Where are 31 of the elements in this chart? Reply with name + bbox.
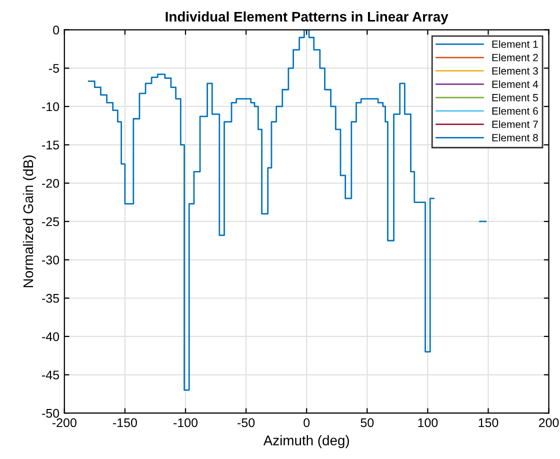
y-tick-label: -30 [42, 256, 60, 264]
y-tick-label: -35 [42, 294, 60, 303]
legend-label: Element 4 [492, 80, 538, 88]
y-tick-label: -5 [48, 64, 60, 73]
legend-label: Element 6 [492, 107, 538, 115]
legend-label: Element 2 [492, 54, 538, 62]
y-tick-label: -40 [42, 332, 60, 342]
y-tick-label: -25 [42, 217, 60, 226]
x-tick-label: -150 [112, 418, 137, 428]
legend-label: Element 8 [492, 134, 538, 142]
y-tick-label: -10 [42, 102, 60, 112]
legend-label: Element 7 [492, 120, 538, 128]
chart-title: Individual Element Patterns in Linear Array [166, 11, 448, 24]
y-tick-label: -50 [42, 408, 60, 418]
x-tick-label: 200 [539, 418, 559, 428]
x-tick-label: 50 [360, 418, 374, 428]
x-axis-title: Azimuth (deg) [263, 435, 349, 448]
x-tick-label: -100 [174, 418, 198, 428]
y-tick-label: 0 [53, 26, 60, 34]
y-tick-label: -45 [42, 370, 60, 380]
y-tick-label: -15 [42, 140, 60, 150]
y-tick-label: -20 [42, 178, 60, 188]
x-tick-label: -50 [238, 418, 255, 428]
x-tick-label: 100 [418, 418, 438, 428]
y-axis-title: Normalized Gain (dB) [22, 156, 36, 288]
legend-label: Element 5 [492, 94, 538, 102]
x-tick-label: 150 [478, 418, 498, 428]
x-tick-label: 0 [304, 418, 310, 428]
x-tick-label: -200 [52, 418, 76, 428]
legend-label: Element 1 [492, 40, 538, 48]
legend-label: Element 3 [492, 66, 538, 75]
